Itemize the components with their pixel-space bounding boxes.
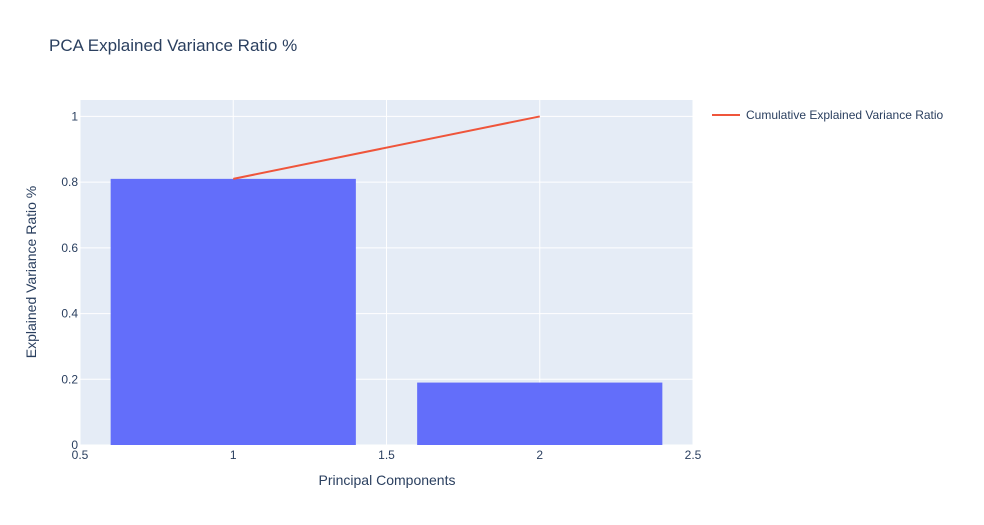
series-lines xyxy=(233,115,540,180)
x-tick-label: 2.5 xyxy=(685,448,702,462)
y-tick-label: 0.8 xyxy=(61,175,78,189)
y-tick-labels: 0 0.2 0.4 0.6 0.8 1 xyxy=(61,109,78,452)
bars xyxy=(110,178,663,445)
legend[interactable]: Cumulative Explained Variance Ratio xyxy=(712,108,944,122)
y-axis-title: Explained Variance Ratio % xyxy=(23,186,39,359)
x-axis-title: Principal Components xyxy=(319,472,456,488)
series-line-cumulative[interactable] xyxy=(233,115,540,180)
x-tick-label: 1 xyxy=(230,448,237,462)
y-tick-label: 0.2 xyxy=(61,372,78,386)
x-tick-label: 2 xyxy=(536,448,543,462)
y-tick-label: 0.4 xyxy=(61,307,78,321)
chart-title: PCA Explained Variance Ratio % xyxy=(49,36,297,55)
y-tick-label: 0.6 xyxy=(61,241,78,255)
bar-pc-2[interactable] xyxy=(417,382,663,445)
legend-label: Cumulative Explained Variance Ratio xyxy=(746,108,944,122)
x-tick-label: 1.5 xyxy=(378,448,395,462)
y-tick-label: 0 xyxy=(71,438,78,452)
x-tick-label: 0.5 xyxy=(72,448,89,462)
x-tick-labels: 0.5 1 1.5 2 2.5 xyxy=(72,448,702,462)
bar-pc-1[interactable] xyxy=(110,178,356,445)
y-tick-label: 1 xyxy=(71,109,78,123)
